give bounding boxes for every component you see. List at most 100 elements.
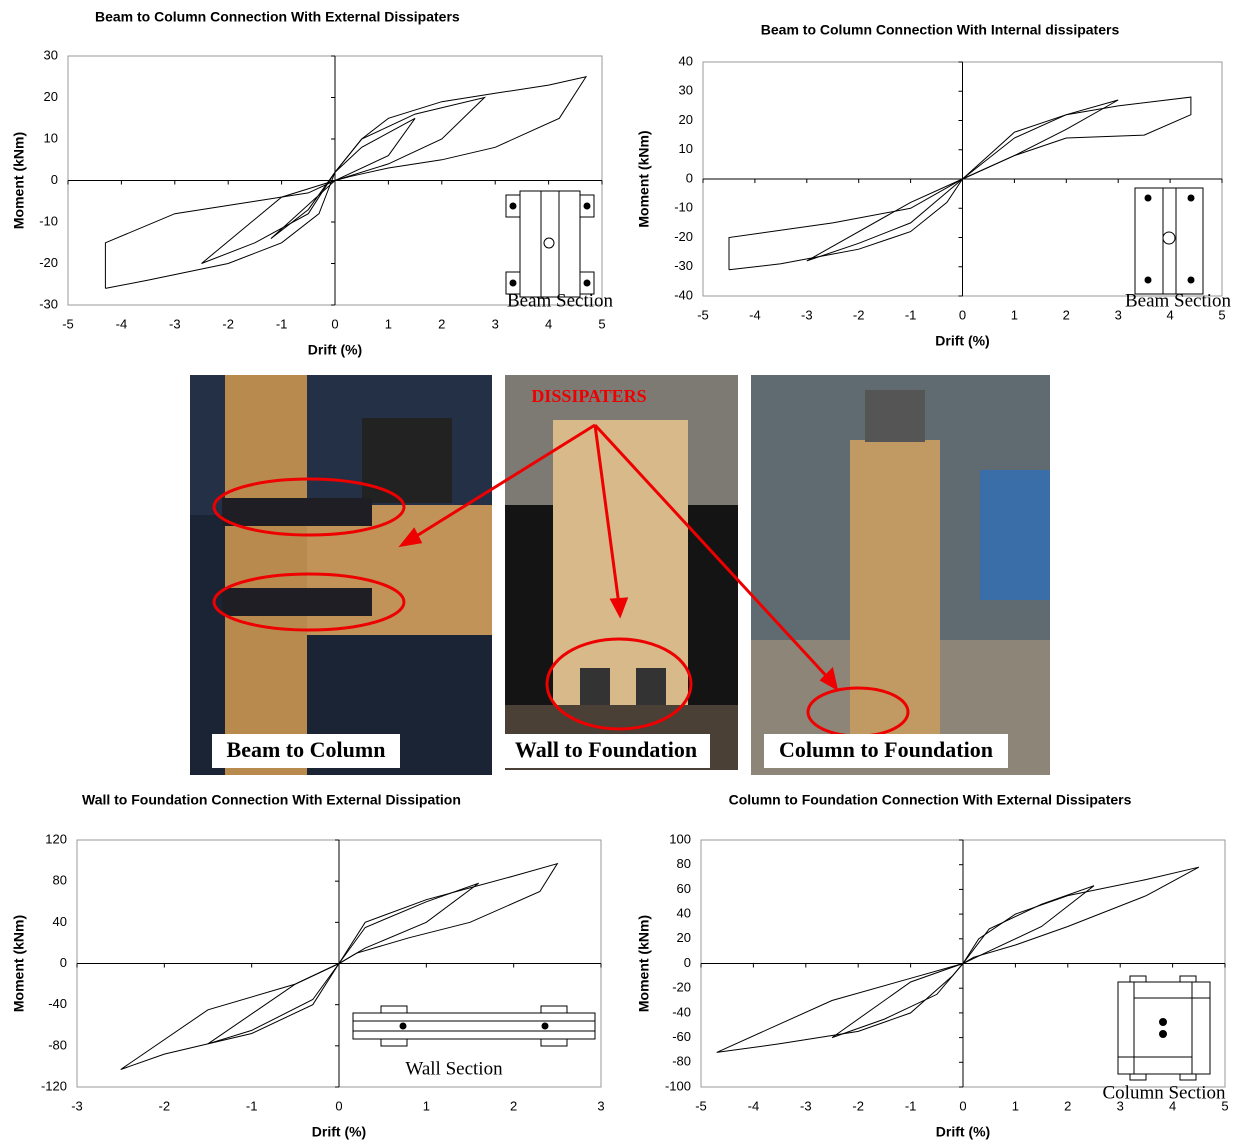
chart-title: Beam to Column Connection With External … (95, 9, 460, 25)
inset-label: Beam Section (1125, 290, 1232, 311)
hysteresis-loop (728, 96, 1192, 271)
x-tick-label: 0 (335, 1098, 342, 1113)
x-tick-label: -5 (62, 316, 74, 331)
y-tick-label: 30 (44, 47, 58, 62)
x-tick-label: -4 (748, 1098, 760, 1113)
y-tick-label: -30 (674, 258, 693, 273)
photo-caption: Wall to Foundation (515, 737, 697, 762)
x-tick-label: 1 (385, 316, 392, 331)
x-tick-label: 3 (1117, 1098, 1124, 1113)
y-tick-label: 100 (669, 831, 691, 846)
photo-column: Column to Foundation (751, 375, 1050, 775)
y-tick-label: 40 (53, 914, 67, 929)
y-tick-label: 60 (677, 881, 691, 896)
y-tick-label: -40 (672, 1004, 691, 1019)
photo-wall: Wall to Foundation (505, 375, 738, 770)
x-tick-label: 0 (959, 1098, 966, 1113)
y-tick-label: 10 (679, 141, 693, 156)
hysteresis-loop (104, 76, 588, 289)
x-tick-label: 1 (1011, 307, 1018, 322)
hysteresis-loop (270, 117, 416, 239)
x-tick-label: -4 (116, 316, 128, 331)
x-tick-label: 0 (331, 316, 338, 331)
x-tick-label: -5 (695, 1098, 707, 1113)
x-tick-label: -1 (246, 1098, 258, 1113)
x-tick-label: -2 (853, 307, 865, 322)
y-tick-label: 120 (45, 831, 67, 846)
hysteresis-loop (207, 882, 479, 1045)
inset-column (1117, 975, 1211, 1081)
x-tick-label: 2 (438, 316, 445, 331)
x-axis-label: Drift (%) (308, 342, 362, 358)
y-tick-label: 30 (679, 83, 693, 98)
y-tick-label: 20 (679, 112, 693, 127)
y-tick-label: 0 (686, 170, 693, 185)
y-tick-label: -40 (48, 996, 67, 1011)
x-tick-label: -1 (905, 307, 917, 322)
x-tick-label: -3 (71, 1098, 83, 1113)
x-tick-label: -2 (159, 1098, 171, 1113)
hysteresis-loop (201, 96, 487, 264)
y-tick-label: 20 (44, 89, 58, 104)
y-tick-label: -10 (674, 200, 693, 215)
y-tick-label: 20 (677, 930, 691, 945)
y-tick-label: 0 (684, 955, 691, 970)
y-axis-label: Moment (kNm) (11, 132, 27, 229)
x-axis-label: Drift (%) (935, 333, 989, 349)
x-tick-label: 4 (545, 316, 552, 331)
x-tick-label: -2 (222, 316, 234, 331)
photo-caption: Beam to Column (227, 737, 386, 762)
y-tick-label: 40 (679, 53, 693, 68)
y-axis-label: Moment (kNm) (636, 130, 652, 227)
y-tick-label: 80 (53, 873, 67, 888)
y-tick-label: -100 (665, 1078, 691, 1093)
y-tick-label: -40 (674, 287, 693, 302)
chart-title: Column to Foundation Connection With Ext… (729, 792, 1132, 808)
inset-label: Column Section (1103, 1082, 1226, 1103)
y-tick-label: -30 (39, 296, 58, 311)
y-tick-label: -80 (672, 1054, 691, 1069)
y-tick-label: -10 (39, 213, 58, 228)
y-tick-label: -120 (41, 1078, 67, 1093)
x-tick-label: -1 (905, 1098, 917, 1113)
chart-title: Wall to Foundation Connection With Exter… (82, 792, 461, 808)
x-tick-label: 3 (492, 316, 499, 331)
y-tick-label: -20 (39, 255, 58, 270)
x-tick-label: 2 (1064, 1098, 1071, 1113)
x-tick-label: 2 (1063, 307, 1070, 322)
x-tick-label: 2 (510, 1098, 517, 1113)
y-axis-label: Moment (kNm) (636, 915, 652, 1012)
hysteresis-loop (806, 99, 1119, 262)
photo-caption: Column to Foundation (779, 737, 993, 762)
x-tick-label: 4 (1169, 1098, 1176, 1113)
y-tick-label: -80 (48, 1037, 67, 1052)
y-tick-label: -20 (674, 229, 693, 244)
inset-beam-1 (505, 190, 595, 298)
x-tick-label: -4 (749, 307, 761, 322)
y-tick-label: 10 (44, 130, 58, 145)
x-tick-label: 5 (598, 316, 605, 331)
y-tick-label: -60 (672, 1029, 691, 1044)
x-tick-label: 1 (423, 1098, 430, 1113)
y-tick-label: 40 (677, 906, 691, 921)
x-tick-label: 4 (1166, 307, 1173, 322)
x-tick-label: 5 (1218, 307, 1225, 322)
x-tick-label: 3 (1115, 307, 1122, 322)
x-tick-label: 0 (959, 307, 966, 322)
dissipaters-label: DISSIPATERS (531, 386, 646, 406)
inset-wall (352, 1005, 596, 1047)
x-tick-label: 5 (1221, 1098, 1228, 1113)
x-tick-label: -2 (852, 1098, 864, 1113)
x-tick-label: 3 (597, 1098, 604, 1113)
x-tick-label: -3 (800, 1098, 812, 1113)
x-axis-label: Drift (%) (936, 1124, 990, 1140)
y-tick-label: 0 (51, 172, 58, 187)
chart-title: Beam to Column Connection With Internal … (761, 22, 1120, 38)
y-tick-label: -20 (672, 980, 691, 995)
x-tick-label: 1 (1012, 1098, 1019, 1113)
x-tick-label: -1 (276, 316, 288, 331)
y-tick-label: 0 (60, 955, 67, 970)
y-tick-label: 80 (677, 856, 691, 871)
arrows (398, 423, 839, 691)
